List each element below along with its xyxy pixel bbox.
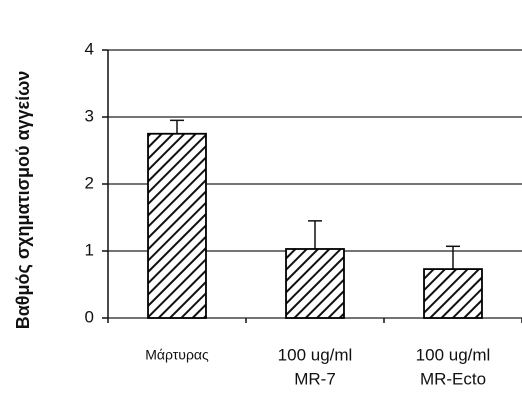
y-tick-label: 1 <box>85 240 94 259</box>
y-tick-label: 2 <box>85 173 94 192</box>
x-tick-label: 100 ug/ml <box>278 345 353 364</box>
x-tick-label: Μάρτυρας <box>145 347 209 363</box>
y-axis-label: Βαθμός σχηματισμού αγγείων <box>13 71 33 330</box>
bar <box>285 248 345 319</box>
y-tick-label: 4 <box>85 39 94 58</box>
x-tick-label: 100 ug/ml <box>416 345 491 364</box>
x-tick-label: MR-Ecto <box>420 369 486 388</box>
y-tick-label: 3 <box>85 106 94 125</box>
y-tick-label: 0 <box>85 307 94 326</box>
bar <box>147 132 207 319</box>
x-tick-label: MR-7 <box>294 369 336 388</box>
bar <box>423 268 483 319</box>
